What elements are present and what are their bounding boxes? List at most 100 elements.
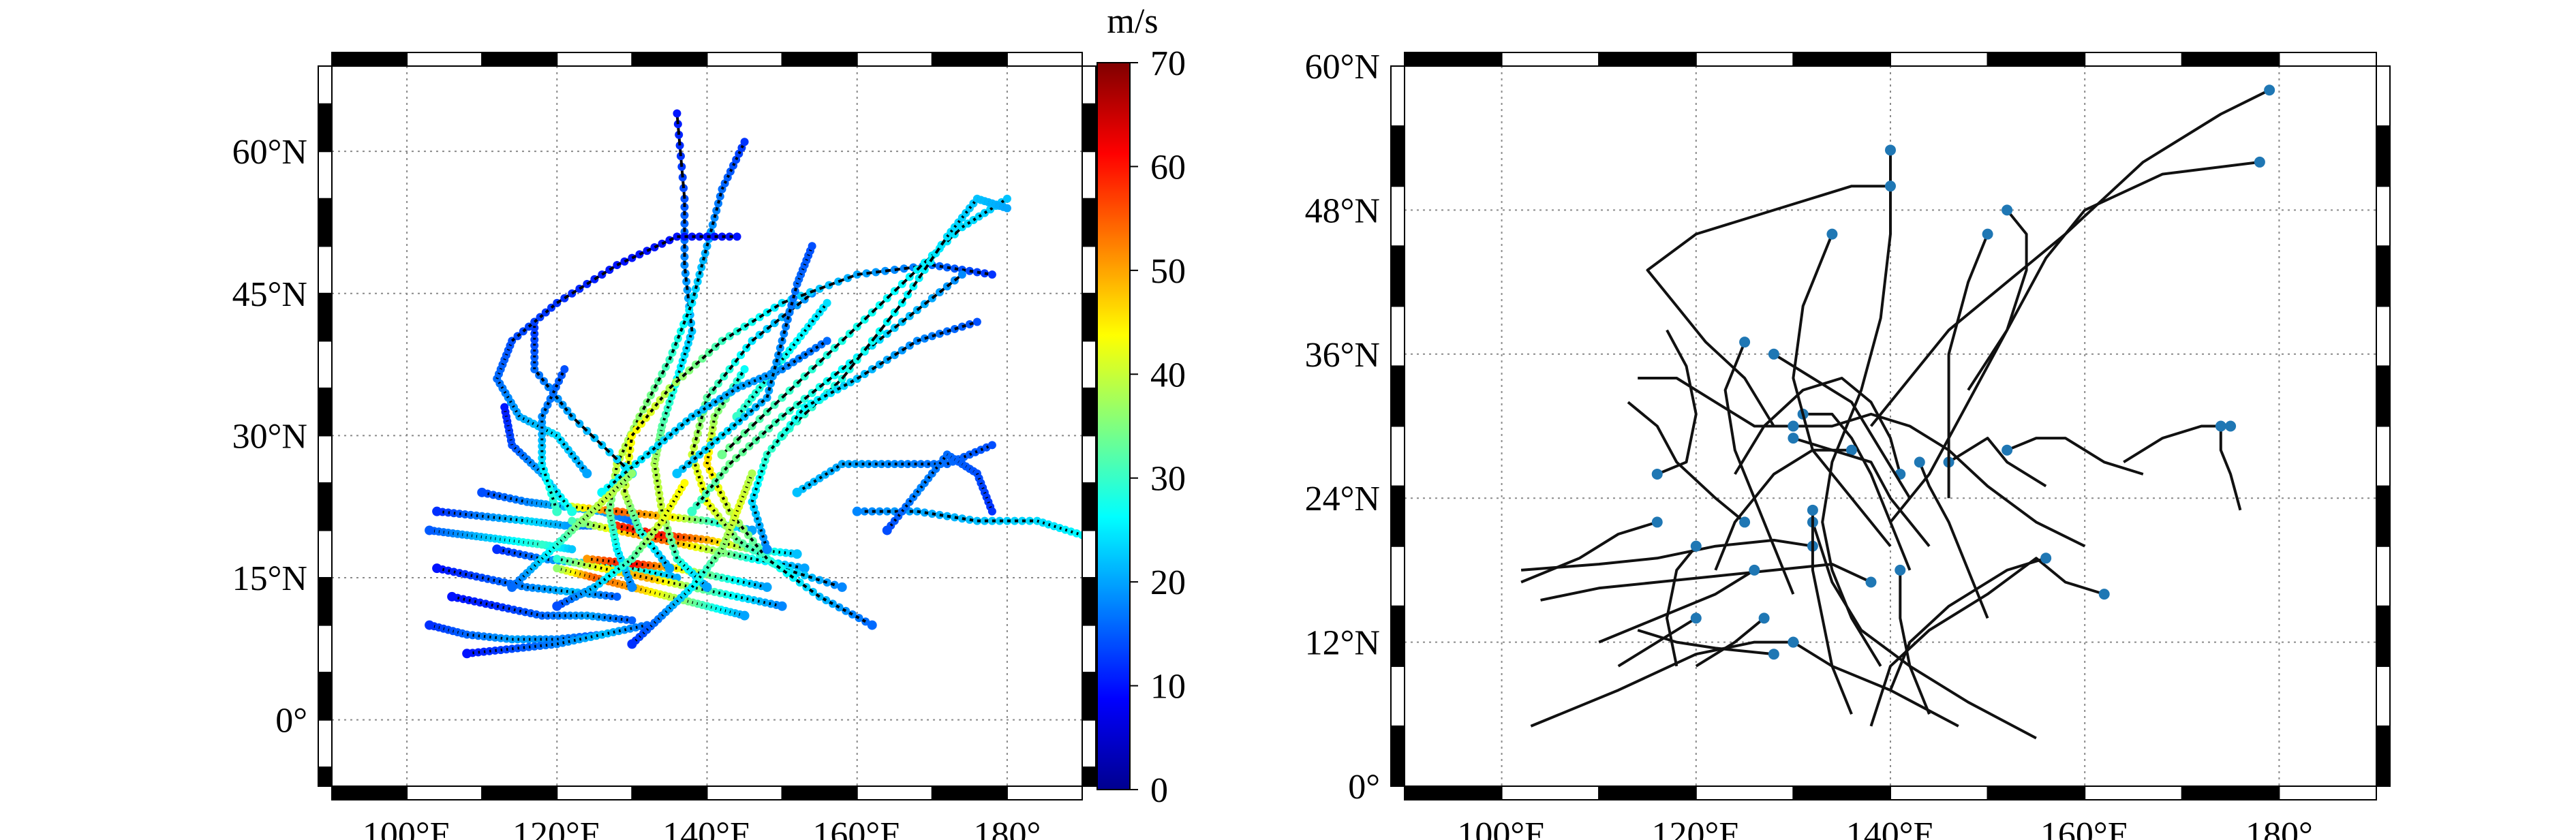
left-map-frame-segment: [318, 672, 333, 721]
track-line: [1617, 617, 1697, 668]
colorbar-tick-label: 0: [1150, 771, 1168, 810]
track-endpoint: [1739, 337, 1751, 348]
track-point: [799, 563, 810, 574]
right-map-frame-segment: [1390, 365, 1405, 427]
colorbar-title: m/s: [1107, 2, 1158, 41]
track-point: [552, 601, 562, 611]
right-map-frame-segment: [1501, 785, 1600, 800]
left-map-frame-segment: [1082, 766, 1097, 787]
left-map-frame-segment: [931, 785, 1008, 800]
track-point: [808, 242, 816, 251]
track-point: [582, 469, 592, 479]
left-map-frame-segment: [318, 577, 333, 626]
track-point: [1002, 204, 1011, 213]
track-line: [1947, 233, 1989, 499]
left-map-frame-segment: [331, 785, 408, 800]
track-line: [1637, 629, 1775, 656]
left-map-frame-segment: [318, 198, 333, 247]
left-map-frame-segment: [1082, 245, 1097, 294]
left-map-frame-segment: [318, 766, 333, 787]
track-point: [957, 270, 966, 279]
track-line: [1598, 569, 1755, 644]
left-map-frame-segment: [331, 52, 408, 67]
left-map-y-tick-label: 0°: [275, 702, 307, 741]
track-endpoint: [1982, 228, 1993, 240]
right-map-frame-segment: [2084, 52, 2183, 67]
right-map-frame-segment: [2376, 245, 2391, 307]
track-point: [462, 649, 472, 659]
left-map-y-tick-label: 45°N: [232, 275, 307, 314]
track-point: [1078, 531, 1082, 540]
right-map-frame-segment: [2376, 185, 2391, 247]
left-map-frame-segment: [1082, 482, 1097, 531]
track-line: [1773, 353, 1912, 499]
track-line: [1899, 570, 1931, 715]
left-map-x-tick-label: 160°E: [812, 815, 902, 840]
colorbar-gradient: [1097, 62, 1131, 790]
right-map-frame-segment: [2376, 485, 2391, 547]
right-map-frame-segment: [2278, 52, 2377, 67]
right-map-frame-segment: [1598, 52, 1697, 67]
left-map-frame-segment: [856, 52, 933, 67]
track-line: [1967, 209, 2028, 391]
track-line: [2219, 426, 2242, 511]
right-map-frame-segment: [1390, 545, 1405, 607]
right-map-x-tick-label: 140°E: [1846, 815, 1935, 840]
right-map-frame-segment: [1390, 425, 1405, 487]
track-point: [500, 403, 509, 411]
right-map-frame-segment: [1501, 52, 1600, 67]
track-point: [425, 525, 435, 535]
right-map-frame-segment: [1987, 785, 2086, 800]
track-point: [447, 591, 457, 602]
track-point: [987, 441, 996, 450]
track-point: [568, 545, 577, 554]
track-point: [740, 138, 749, 146]
left-map-frame-segment: [1082, 103, 1097, 153]
left-map-x-tick-label: 140°E: [662, 815, 752, 840]
colorbar-tick-label: 30: [1150, 460, 1186, 499]
track-point: [507, 582, 517, 592]
track-endpoint: [1749, 564, 1760, 576]
track-point: [837, 582, 847, 592]
left-map-frame-segment: [318, 529, 333, 579]
right-map-x-tick-label: 120°E: [1652, 815, 1741, 840]
track-line: [1638, 377, 1794, 428]
track-line: [1803, 412, 1912, 571]
right-map-frame-segment: [2376, 365, 2391, 427]
left-map-frame-segment: [318, 340, 333, 389]
left-map-frame-segment: [318, 103, 333, 153]
left-map-background: [332, 66, 1082, 786]
left-map-frame-segment: [318, 624, 333, 674]
track-line: [1811, 510, 1853, 715]
track-point: [628, 469, 637, 478]
track-endpoint: [1690, 612, 1702, 624]
track-line: [1666, 545, 1698, 667]
left-map-x-tick-labels: 100°E 120°E 140°E 160°E 180°: [363, 815, 1041, 840]
track-point: [613, 592, 622, 601]
colorbar-tick-label: 50: [1150, 252, 1186, 291]
left-map-x-tick-label: 120°E: [512, 815, 602, 840]
track-point: [567, 506, 577, 516]
track-point: [672, 469, 682, 479]
left-map-frame-segment: [631, 785, 708, 800]
track-line: [1657, 329, 1698, 476]
right-map-x-tick-label: 100°E: [1457, 815, 1546, 840]
track-point: [733, 232, 741, 241]
track-line: [1811, 521, 2037, 740]
track-endpoint: [1758, 612, 1770, 624]
right-map-frame-segment: [1890, 52, 1989, 67]
right-map-frame-segment: [2376, 725, 2391, 787]
left-map-frame-segment: [1082, 719, 1097, 768]
track-line: [1793, 412, 2086, 548]
track-point: [492, 544, 502, 555]
track-point: [690, 443, 699, 452]
colorbar-tick-labels: 0 10 20 30 40 50 60 70: [1130, 44, 1186, 810]
right-map-frame-segment: [1390, 65, 1405, 127]
track-endpoint: [1788, 636, 1799, 648]
right-map-frame-segment: [1792, 785, 1891, 800]
left-map-frame-segment: [1082, 151, 1097, 200]
left-map-frame-segment: [1082, 435, 1097, 484]
track-line: [1918, 461, 1989, 619]
colorbar-tick-label: 70: [1150, 44, 1186, 83]
right-map-y-tick-label: 12°N: [1305, 624, 1380, 663]
